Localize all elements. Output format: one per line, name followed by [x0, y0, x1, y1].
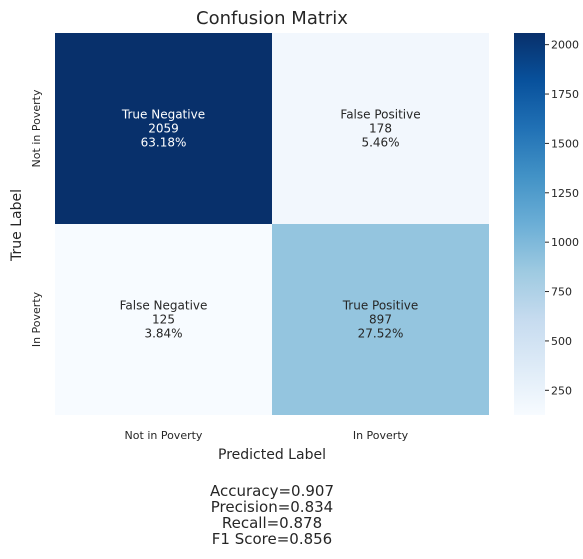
- heatmap-cell: [55, 224, 272, 415]
- heatmap-cell: [55, 33, 272, 224]
- metric-line: Accuracy=0.907: [210, 482, 334, 500]
- cell-percent-label: 3.84%: [144, 327, 182, 341]
- cell-count-label: 178: [369, 122, 392, 136]
- x-tick-labels: Not in Poverty In Poverty: [125, 429, 409, 442]
- cell-category-label: False Negative: [120, 299, 208, 313]
- colorbar-tick-label: 250: [551, 384, 572, 397]
- colorbar-ticks: 250 500 750 1000 1250 1500 1750 2000: [545, 39, 579, 397]
- cell-category-label: True Negative: [121, 108, 205, 122]
- cell-category-label: True Positive: [342, 299, 419, 313]
- x-tick-label: In Poverty: [353, 429, 409, 442]
- heatmap-cell: [272, 224, 489, 415]
- colorbar-tick-label: 1750: [551, 88, 579, 101]
- cell-percent-label: 27.52%: [358, 327, 404, 341]
- cell-count-label: 897: [369, 313, 392, 327]
- colorbar-tick-label: 500: [551, 335, 572, 348]
- colorbar-tick-label: 1250: [551, 187, 579, 200]
- x-tick-label: Not in Poverty: [125, 429, 203, 442]
- metric-line: F1 Score=0.856: [212, 530, 332, 548]
- colorbar-tick-label: 2000: [551, 39, 579, 52]
- colorbar: [514, 33, 545, 415]
- cell-percent-label: 5.46%: [361, 136, 399, 150]
- heatmap-cells: [55, 33, 489, 415]
- y-axis-label: True Label: [9, 189, 25, 262]
- cell-count-label: 125: [152, 313, 175, 327]
- metric-line: Precision=0.834: [211, 498, 333, 516]
- y-tick-label: Not in Poverty: [30, 89, 43, 167]
- colorbar-tick-label: 1000: [551, 236, 579, 249]
- colorbar-tick-label: 1500: [551, 137, 579, 150]
- cell-category-label: False Positive: [340, 108, 420, 122]
- y-tick-label: In Poverty: [30, 291, 43, 347]
- colorbar-tick-label: 750: [551, 286, 572, 299]
- metric-line: Recall=0.878: [222, 514, 322, 532]
- x-axis-label: Predicted Label: [218, 447, 326, 463]
- chart-title: Confusion Matrix: [196, 8, 348, 29]
- metrics-block: Accuracy=0.907Precision=0.834Recall=0.87…: [210, 482, 334, 548]
- cell-count-label: 2059: [148, 122, 179, 136]
- cell-percent-label: 63.18%: [141, 136, 187, 150]
- heatmap-cell: [272, 33, 489, 224]
- y-tick-labels: Not in Poverty In Poverty: [30, 89, 43, 347]
